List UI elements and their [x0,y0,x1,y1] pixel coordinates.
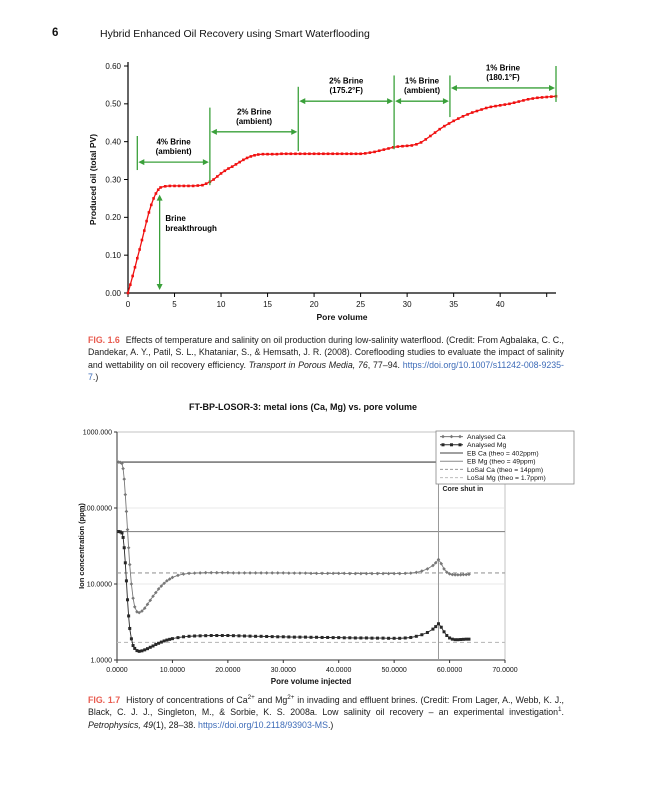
fig-1-6-chart: 0.00 0.10 0.20 0.30 0.40 0.50 0.60 0 5 10 15 20 25 30… [85,56,565,331]
superscript: 1 [558,706,562,714]
superscript: 2+ [287,694,295,702]
caption-text: . [561,707,564,718]
svg-text:0.0000: 0.0000 [106,667,128,674]
journal-italic: Petrophysics, 49 [88,719,154,730]
caption-text: , 77–94. [367,359,403,370]
analysed-ca-series [116,460,471,615]
svg-text:0.30: 0.30 [105,175,121,184]
figure-label: FIG. 1.6 [88,335,120,345]
svg-text:1000.000: 1000.000 [83,429,112,436]
svg-text:0.20: 0.20 [105,213,121,222]
svg-text:20.0000: 20.0000 [215,667,240,674]
svg-text:1% Brine: 1% Brine [405,77,440,86]
caption-text: (1), 28–38. [153,719,199,730]
axes: 1.0000 10.0000 100.0000 1000.000 0.0000 10.00… [77,429,518,686]
svg-text:1% Brine: 1% Brine [486,63,521,72]
svg-text:20: 20 [310,300,319,309]
svg-text:0.00: 0.00 [105,289,121,298]
svg-text:2% Brine: 2% Brine [329,77,364,86]
svg-text:50.0000: 50.0000 [381,667,406,674]
svg-text:60.0000: 60.0000 [437,667,462,674]
svg-text:0.60: 0.60 [105,62,121,71]
caption-text: .) [327,719,334,730]
produced-oil-series [126,94,558,295]
svg-text:0.40: 0.40 [105,137,121,146]
svg-text:Analysed Mg: Analysed Mg [467,442,507,449]
running-title: Hybrid Enhanced Oil Recovery using Smart… [100,28,370,40]
svg-text:EB Mg (theo = 49ppm): EB Mg (theo = 49ppm) [467,459,536,466]
axes: 0.00 0.10 0.20 0.30 0.40 0.50 0.60 0 5 10 15 20 25 30… [88,62,556,322]
svg-text:Ion concentration (ppm): Ion concentration (ppm) [77,503,86,589]
fig-1-7-chart-title: FT-BP-LOSOR-3: metal ions (Ca, Mg) vs. p… [188,402,418,412]
svg-text:LoSal Mg (theo = 1.7ppm): LoSal Mg (theo = 1.7ppm) [467,475,546,482]
analysed-mg-series [117,530,471,653]
svg-text:(ambient): (ambient) [404,86,440,95]
svg-text:2% Brine: 2% Brine [237,107,272,116]
svg-text:4% Brine: 4% Brine [156,138,191,147]
svg-text:Pore volume: Pore volume [316,312,367,322]
svg-text:100.0000: 100.0000 [83,505,112,512]
svg-text:Produced oil (total PV): Produced oil (total PV) [88,134,98,225]
svg-text:Pore volume injected: Pore volume injected [271,677,352,686]
svg-text:15: 15 [263,300,272,309]
svg-text:30.0000: 30.0000 [271,667,296,674]
doi-link[interactable]: https://doi.org/10.2118/93903-MS [198,719,328,730]
svg-text:35: 35 [449,300,458,309]
fig-1-6-caption: FIG. 1.6 Effects of temperature and salin… [88,334,564,384]
svg-text:breakthrough: breakthrough [165,224,217,233]
core-shut-in-label: Core shut in [442,486,483,493]
fig-1-7-chart: 1.0000 10.0000 100.0000 1000.000 0.0000 10.00… [72,415,592,692]
svg-text:5: 5 [172,300,177,309]
figure-label: FIG. 1.7 [88,695,121,705]
svg-text:0.50: 0.50 [105,100,121,109]
fig-1-7-caption: FIG. 1.7 History of concentrations of Ca2… [88,694,564,731]
caption-text: History of concentrations of Ca [126,695,248,705]
svg-text:0: 0 [126,300,131,309]
page-number: 6 [52,27,59,39]
doi-link[interactable]: https://doi.org/10.1007/s11242-008-9235-… [88,359,564,383]
caption-text: and Mg [254,695,288,705]
svg-text:40: 40 [496,300,505,309]
svg-text:(ambient): (ambient) [236,117,272,126]
svg-text:10.0000: 10.0000 [87,581,112,588]
svg-text:(175.2°F): (175.2°F) [329,86,363,95]
svg-text:40.0000: 40.0000 [326,667,351,674]
fig-1-7-plot: 1.0000 10.0000 100.0000 1000.000 0.0000 10.00… [77,429,575,686]
journal-italic: Transport in Porous Media, 76 [248,359,368,370]
caption-text: Effects of temperature and salinity on o… [88,335,564,370]
svg-text:25: 25 [356,300,365,309]
svg-text:(180.1°F): (180.1°F) [486,73,520,82]
svg-text:EB Ca (theo = 402ppm): EB Ca (theo = 402ppm) [467,450,539,457]
svg-text:10.0000: 10.0000 [160,667,185,674]
svg-text:1.0000: 1.0000 [91,657,113,664]
svg-text:30: 30 [403,300,412,309]
svg-text:10: 10 [217,300,226,309]
svg-text:0.10: 0.10 [105,251,121,260]
superscript: 2+ [247,694,255,702]
svg-text:(ambient): (ambient) [156,147,192,156]
svg-text:70.0000: 70.0000 [492,667,517,674]
svg-text:Analysed Ca: Analysed Ca [467,434,506,441]
svg-text:LoSal Ca (theo = 14ppm): LoSal Ca (theo = 14ppm) [467,467,543,474]
caption-text: .) [92,372,99,383]
svg-text:Brine: Brine [165,214,186,223]
caption-text: in invading and effluent brines. (Credit… [88,695,564,718]
brine-annotations: 4% Brine(ambient)2% Brine(ambient)2% Bri… [136,63,557,290]
fig-1-6-plot: 0.00 0.10 0.20 0.30 0.40 0.50 0.60 0 5 10 15 20 25 30… [88,62,558,322]
